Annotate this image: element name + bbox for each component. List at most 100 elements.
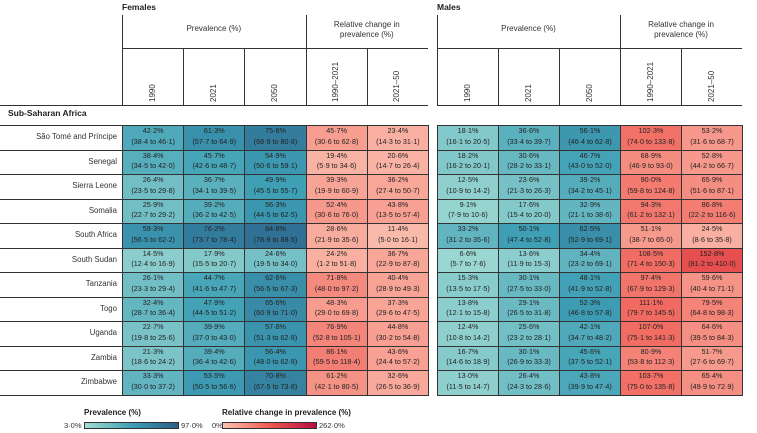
cell-uncertainty-interval: (27·4 to 50·7) — [376, 185, 420, 195]
females-cell: 76·9% (52·8 to 105·1) — [305, 321, 368, 347]
cell-value: 26·4% — [518, 371, 540, 380]
cell-value: 108·5% — [638, 248, 664, 258]
cell-uncertainty-interval: (28·9 to 49·3) — [376, 283, 420, 293]
cell-value: 43·8% — [387, 199, 409, 209]
females-cell: 59·3% (56·5 to 62·2) — [122, 223, 185, 249]
males-column-header: 1990 — [462, 84, 472, 102]
males-cell: 152·8% (81·2 to 410·0) — [681, 247, 743, 273]
legend-prevalence-colorbar — [84, 422, 179, 429]
females-cell: 45·7% (42·6 to 48·7) — [183, 149, 246, 175]
cell-uncertainty-interval: (40·4 to 71·1) — [690, 283, 734, 293]
cell-uncertainty-interval: (30·2 to 54·8) — [376, 332, 420, 342]
cell-value: 44·8% — [387, 322, 409, 331]
cell-value: 49·9% — [265, 175, 286, 184]
males-cell: 43·8% (39·9 to 47·4) — [559, 370, 621, 396]
country-label: Sierra Leone — [72, 181, 117, 190]
males-cell: 23·6% (21·3 to 26·3) — [498, 174, 560, 200]
cell-value: 59·3% — [142, 224, 164, 233]
males-title: Males — [437, 2, 461, 12]
cell-value: 18·1% — [457, 126, 479, 135]
cell-value: 13·6% — [518, 248, 540, 258]
cell-uncertainty-interval: (18·6 to 24·2) — [131, 357, 175, 366]
cell-value: 39·4% — [203, 346, 225, 356]
cell-uncertainty-interval: (34·5 to 42·0) — [131, 161, 175, 170]
cell-uncertainty-interval: (38·4 to 46·1) — [131, 136, 175, 146]
females-cell: 24·6% (19·5 to 34·0) — [244, 247, 307, 273]
cell-uncertainty-interval: (44·5 to 62·5) — [253, 210, 298, 219]
cell-value: 33·3% — [142, 371, 164, 380]
cell-uncertainty-interval: (19·8 to 25·6) — [131, 332, 175, 342]
cell-uncertainty-interval: (22·7 to 29·2) — [131, 210, 175, 219]
females-cell: 43·6% (24·4 to 57·2) — [366, 345, 429, 371]
males-cell: 30·1% (26·9 to 33·3) — [498, 345, 560, 371]
females-column-header: 1990 — [147, 84, 157, 102]
cell-uncertainty-interval: (23·2 to 28·1) — [507, 332, 551, 342]
females-cell: 25·9% (22·7 to 29·2) — [122, 198, 185, 224]
cell-value: 53·5% — [203, 371, 225, 380]
cell-uncertainty-interval: (57·7 to 64·9) — [192, 136, 237, 146]
cell-value: 17·9% — [203, 248, 225, 258]
cell-value: 30·1% — [518, 273, 540, 282]
cell-value: 39·3% — [326, 175, 348, 184]
cell-value: 22·7% — [142, 322, 164, 331]
males-cell: 29·1% (26·5 to 31·8) — [498, 296, 560, 322]
females-cell: 44·7% (41·6 to 47·7) — [183, 272, 246, 298]
cell-uncertainty-interval: (14·7 to 26·4) — [376, 161, 420, 170]
cell-value: 44·7% — [203, 273, 225, 282]
cell-uncertainty-interval: (10·8 to 14·2) — [446, 332, 490, 342]
cell-uncertainty-interval: (56·5 to 67·3) — [253, 283, 298, 293]
females-cell: 20·6% (14·7 to 26·4) — [366, 149, 429, 175]
cell-uncertainty-interval: (15·4 to 20·0) — [507, 210, 551, 219]
females-cell: 52·4% (30·6 to 76·0) — [305, 198, 368, 224]
cell-uncertainty-interval: (11·9 to 15·3) — [507, 259, 551, 268]
cell-value: 70·8% — [265, 371, 286, 380]
cell-uncertainty-interval: (27·5 to 33·0) — [507, 283, 551, 293]
females-cell: 48·3% (29·0 to 69·8) — [305, 296, 368, 322]
cell-uncertainty-interval: (5·0 to 16·1) — [378, 234, 418, 244]
cell-uncertainty-interval: (53·8 to 112·3) — [627, 357, 675, 366]
cell-uncertainty-interval: (26·5 to 36·9) — [376, 381, 420, 391]
cell-uncertainty-interval: (39·5 to 84·3) — [690, 332, 734, 342]
cell-value: 71·8% — [326, 273, 348, 282]
cell-value: 64·6% — [701, 322, 723, 331]
males-cell: 39·2% (34·2 to 45·1) — [559, 174, 621, 200]
females-cell: 33·3% (30·0 to 37·2) — [122, 370, 185, 396]
cell-value: 111·1% — [639, 297, 663, 307]
cell-value: 79·5% — [701, 297, 723, 307]
cell-value: 43·6% — [387, 346, 409, 356]
cell-value: 36·7% — [203, 175, 225, 184]
females-cell: 11·4% (5·0 to 16·1) — [366, 223, 429, 249]
cell-uncertainty-interval: (19·5 to 34·0) — [253, 259, 298, 268]
females-cell: 44·8% (30·2 to 54·8) — [366, 321, 429, 347]
males-cell: 15·3% (13·5 to 17·5) — [437, 272, 499, 298]
cell-uncertainty-interval: (36·2 to 42·5) — [192, 210, 237, 219]
cell-value: 56·1% — [579, 126, 601, 135]
cell-value: 56·4% — [265, 346, 286, 356]
males-cell: 46·7% (43·0 to 52·0) — [559, 149, 621, 175]
cell-uncertainty-interval: (50·6 to 59·1) — [253, 161, 298, 170]
legend-change-title: Relative change in prevalence (%) — [222, 408, 351, 417]
cell-value: 38·4% — [142, 150, 164, 160]
females-cell: 70·8% (67·5 to 73·8) — [244, 370, 307, 396]
cell-uncertainty-interval: (42·1 to 80·5) — [314, 381, 359, 391]
cell-uncertainty-interval: (39·9 to 47·4) — [568, 381, 612, 391]
females-column-header: 2021–50 — [392, 70, 402, 102]
females-column-header: 2021 — [208, 84, 218, 102]
cell-value: 62·6% — [265, 273, 286, 282]
cell-uncertainty-interval: (41·6 to 47·7) — [192, 283, 237, 293]
row-divider — [0, 149, 122, 151]
cell-uncertainty-interval: (22·9 to 87·8) — [376, 259, 420, 268]
cell-uncertainty-interval: (38·7 to 65·0) — [629, 234, 673, 244]
cell-uncertainty-interval: (44·2 to 66·7) — [690, 161, 734, 170]
females-cell: 39·2% (36·2 to 42·5) — [183, 198, 246, 224]
cell-uncertainty-interval: (16·2 to 20·1) — [446, 161, 490, 170]
cell-uncertainty-interval: (48·0 to 62·8) — [253, 357, 298, 366]
cell-value: 52·4% — [326, 199, 348, 209]
cell-value: 80·9% — [640, 346, 662, 356]
cell-uncertainty-interval: (74·0 to 133·8) — [627, 136, 675, 146]
females-cell: 61·2% (42·1 to 80·5) — [305, 370, 368, 396]
cell-uncertainty-interval: (5·9 to 34·6) — [316, 161, 357, 170]
males-cell: 13·6% (11·9 to 15·3) — [498, 247, 560, 273]
cell-value: 23·4% — [387, 126, 409, 135]
cell-uncertainty-interval: (14·6 to 18·9) — [446, 357, 490, 366]
